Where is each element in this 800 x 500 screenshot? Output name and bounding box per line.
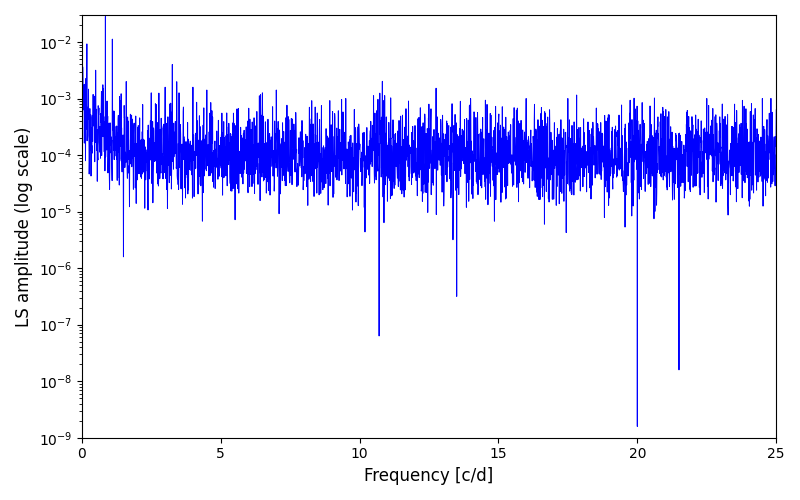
X-axis label: Frequency [c/d]: Frequency [c/d]: [364, 467, 494, 485]
Y-axis label: LS amplitude (log scale): LS amplitude (log scale): [15, 126, 33, 326]
